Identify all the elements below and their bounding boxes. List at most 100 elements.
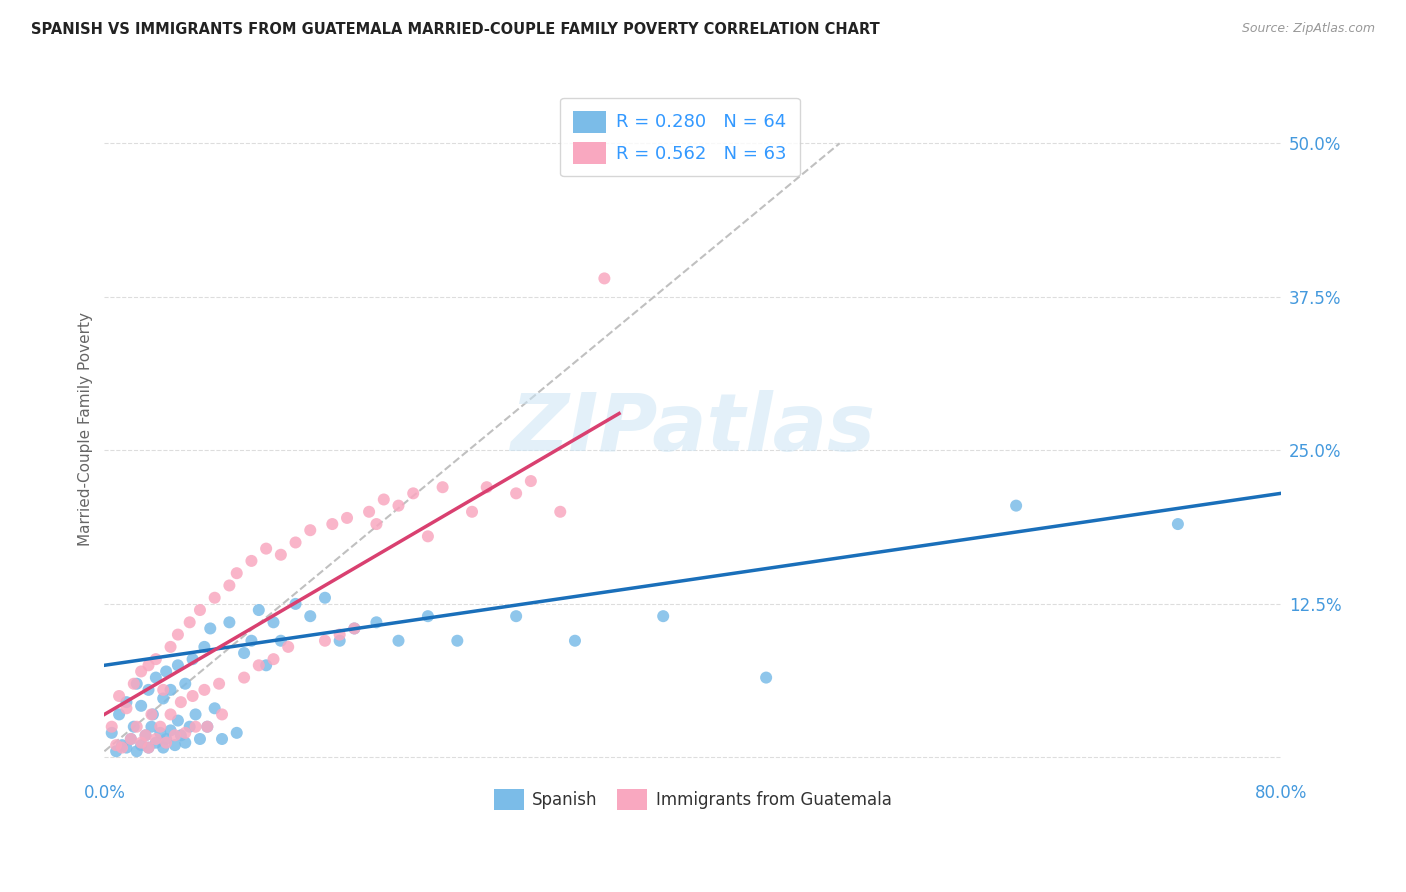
Point [100, 720, 122, 734]
Point [163, 738, 186, 752]
Point [247, 658, 270, 673]
Point [174, 736, 197, 750]
Point [111, 740, 134, 755]
Point [200, 622, 222, 636]
Point [208, 677, 231, 691]
Point [122, 677, 145, 691]
Point [416, 529, 439, 543]
Point [108, 689, 131, 703]
Point [129, 665, 152, 679]
Point [520, 474, 543, 488]
Point [159, 640, 181, 654]
Point [155, 665, 177, 679]
Point [135, 728, 157, 742]
Point [122, 720, 145, 734]
Point [195, 720, 218, 734]
Point [115, 701, 138, 715]
Point [343, 622, 366, 636]
Point [240, 554, 263, 568]
Point [204, 701, 226, 715]
Point [299, 609, 322, 624]
Point [155, 736, 177, 750]
Point [233, 671, 256, 685]
Point [159, 723, 181, 738]
Point [155, 731, 177, 746]
Y-axis label: Married-Couple Family Poverty: Married-Couple Family Poverty [79, 312, 93, 546]
Point [179, 615, 201, 630]
Point [129, 736, 152, 750]
Point [100, 726, 122, 740]
Point [416, 609, 439, 624]
Point [170, 695, 193, 709]
Point [125, 677, 148, 691]
Point [108, 707, 131, 722]
Point [505, 609, 527, 624]
Point [181, 652, 204, 666]
Point [149, 720, 172, 734]
Point [193, 682, 215, 697]
Text: SPANISH VS IMMIGRANTS FROM GUATEMALA MARRIED-COUPLE FAMILY POVERTY CORRELATION C: SPANISH VS IMMIGRANTS FROM GUATEMALA MAR… [31, 22, 880, 37]
Legend: Spanish, Immigrants from Guatemala: Spanish, Immigrants from Guatemala [484, 780, 901, 820]
Point [329, 633, 352, 648]
Point [218, 615, 240, 630]
Point [142, 707, 165, 722]
Point [233, 646, 256, 660]
Point [225, 726, 247, 740]
Point [145, 652, 167, 666]
Point [321, 517, 343, 532]
Point [141, 720, 163, 734]
Point [120, 731, 142, 746]
Point [314, 633, 336, 648]
Point [343, 622, 366, 636]
Point [145, 671, 167, 685]
Point [254, 541, 277, 556]
Point [314, 591, 336, 605]
Text: Source: ZipAtlas.com: Source: ZipAtlas.com [1241, 22, 1375, 36]
Point [135, 728, 157, 742]
Point [240, 633, 263, 648]
Point [159, 682, 181, 697]
Point [373, 492, 395, 507]
Point [167, 658, 190, 673]
Point [366, 517, 388, 532]
Point [225, 566, 247, 581]
Point [138, 658, 160, 673]
Point [564, 633, 586, 648]
Point [193, 640, 215, 654]
Point [174, 677, 197, 691]
Point [145, 731, 167, 746]
Point [167, 714, 190, 728]
Point [218, 578, 240, 592]
Point [138, 682, 160, 697]
Point [387, 499, 409, 513]
Point [184, 720, 207, 734]
Point [125, 720, 148, 734]
Point [446, 633, 468, 648]
Point [163, 728, 186, 742]
Point [105, 738, 128, 752]
Point [359, 505, 381, 519]
Point [115, 740, 138, 755]
Point [129, 698, 152, 713]
Point [115, 695, 138, 709]
Point [336, 511, 359, 525]
Point [152, 691, 174, 706]
Point [299, 523, 322, 537]
Point [120, 731, 142, 746]
Point [138, 740, 160, 755]
Point [174, 726, 197, 740]
Point [145, 736, 167, 750]
Point [505, 486, 527, 500]
Point [475, 480, 498, 494]
Point [270, 548, 292, 562]
Point [270, 633, 292, 648]
Point [129, 738, 152, 752]
Point [263, 652, 285, 666]
Point [188, 603, 211, 617]
Point [111, 738, 134, 752]
Point [159, 707, 181, 722]
Point [105, 744, 128, 758]
Point [1005, 499, 1028, 513]
Point [138, 740, 160, 755]
Point [432, 480, 454, 494]
